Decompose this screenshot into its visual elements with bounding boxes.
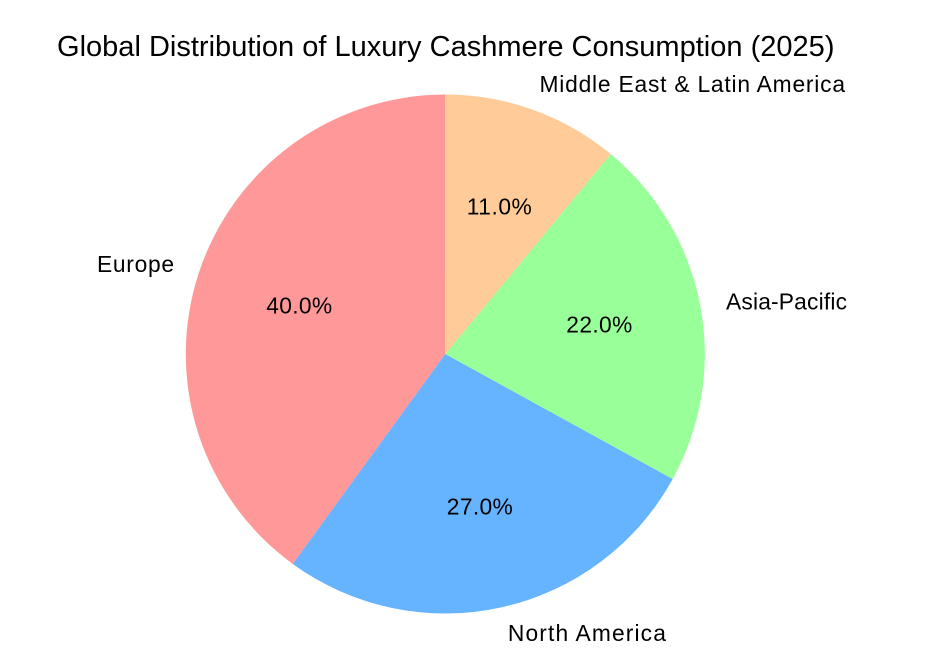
svg-text:Global Distribution of Luxury: Global Distribution of Luxury Cashmere C…: [57, 31, 835, 63]
svg-text:Asia-Pacific: Asia-Pacific: [726, 288, 847, 314]
svg-text:Middle East & Latin America: Middle East & Latin America: [540, 71, 846, 97]
svg-text:Europe: Europe: [97, 251, 174, 277]
svg-text:40.0%: 40.0%: [266, 293, 332, 319]
svg-text:22.0%: 22.0%: [566, 312, 632, 338]
svg-text:27.0%: 27.0%: [447, 494, 513, 520]
svg-text:North America: North America: [508, 620, 666, 646]
svg-text:11.0%: 11.0%: [467, 194, 532, 220]
